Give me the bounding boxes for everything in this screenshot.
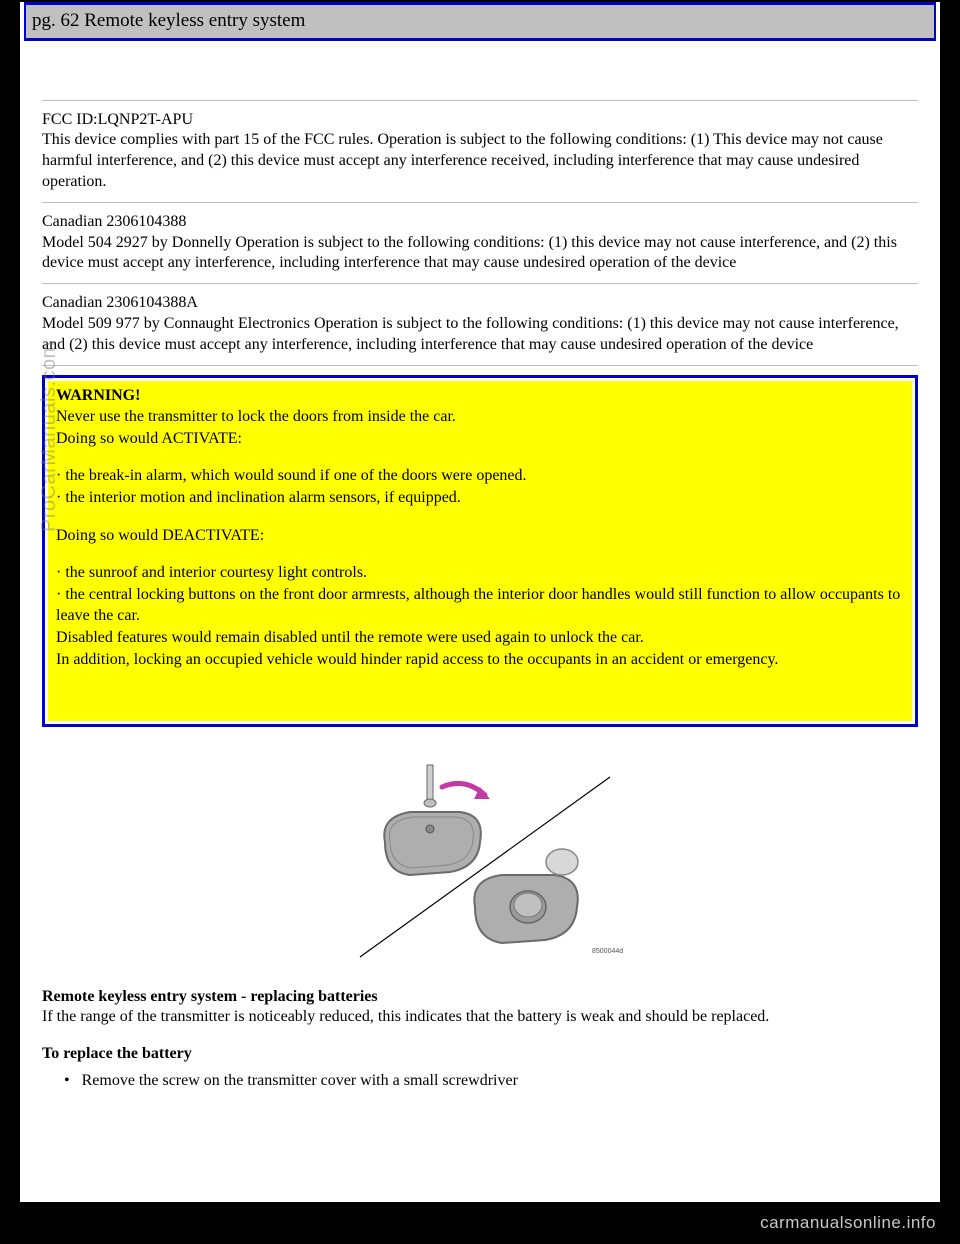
watermark-footer: carmanualsonline.info [760, 1212, 936, 1234]
warning-title: WARNING! [56, 385, 904, 407]
bullet-icon: • [64, 1071, 70, 1092]
page: pg. 62 Remote keyless entry system FCC I… [20, 2, 940, 1202]
step-text: Remove the screw on the transmitter cove… [82, 1071, 518, 1092]
spacer [56, 509, 904, 525]
can1-id: Canadian 2306104388 [42, 212, 918, 233]
can2-id: Canadian 2306104388A [42, 293, 918, 314]
page-title: pg. 62 Remote keyless entry system [32, 10, 305, 31]
key-fob-diagram: 8500044d [330, 757, 630, 967]
key-fob-svg: 8500044d [330, 757, 630, 967]
list-item: • Remove the screw on the transmitter co… [42, 1071, 918, 1092]
can1-body: Model 504 2927 by Donnelly Operation is … [42, 233, 918, 275]
replace-body: If the range of the transmitter is notic… [42, 1007, 918, 1028]
canadian-section-1: Canadian 2306104388 Model 504 2927 by Do… [42, 212, 918, 274]
warning-text: Doing so would DEACTIVATE: [56, 525, 904, 547]
divider [42, 283, 918, 284]
warning-text: In addition, locking an occupied vehicle… [56, 649, 904, 671]
can2-body: Model 509 977 by Connaught Electronics O… [42, 314, 918, 356]
replace-heading: Remote keyless entry system - replacing … [42, 987, 918, 1008]
spacer [56, 546, 904, 562]
spacer [56, 449, 904, 465]
warning-text: Never use the transmitter to lock the do… [56, 406, 904, 428]
fcc-id: FCC ID:LQNP2T-APU [42, 110, 918, 131]
warning-bullet: · the break-in alarm, which would sound … [56, 465, 904, 487]
warning-bullet: · the central locking buttons on the fro… [56, 584, 904, 627]
replace-heading-text: Remote keyless entry system - replacing … [42, 988, 378, 1005]
replace-subheading: To replace the battery [42, 1044, 918, 1065]
fcc-body: This device complies with part 15 of the… [42, 130, 918, 192]
canadian-section-2: Canadian 2306104388A Model 509 977 by Co… [42, 293, 918, 355]
warning-bullet: · the sunroof and interior courtesy ligh… [56, 562, 904, 584]
warning-bullet: · the interior motion and inclination al… [56, 487, 904, 509]
warning-box: WARNING! Never use the transmitter to lo… [42, 375, 918, 727]
diagram-caption: 8500044d [592, 948, 623, 955]
page-title-box: pg. 62 Remote keyless entry system [24, 2, 936, 41]
fcc-section: FCC ID:LQNP2T-APU This device complies w… [42, 110, 918, 193]
divider [42, 202, 918, 203]
content-area: FCC ID:LQNP2T-APU This device complies w… [20, 41, 940, 1102]
warning-box-inner: WARNING! Never use the transmitter to lo… [48, 381, 912, 721]
spacer [42, 1028, 918, 1044]
warning-text: Doing so would ACTIVATE: [56, 428, 904, 450]
warning-text: Disabled features would remain disabled … [56, 627, 904, 649]
divider [42, 365, 918, 366]
divider [42, 100, 918, 101]
